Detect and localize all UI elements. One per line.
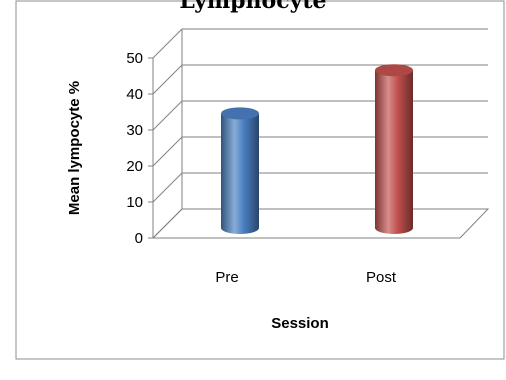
gridline-side: [152, 64, 183, 95]
y-tick-label: 20: [126, 158, 143, 175]
y-axis-label: Mean lympocyte %: [66, 81, 83, 215]
floor: [151, 208, 490, 239]
y-tick-label: 50: [126, 50, 143, 67]
gridline-side: [152, 28, 183, 59]
bar-pre: [221, 113, 259, 234]
bar-post: [375, 70, 413, 234]
x-axis-label: Session: [271, 315, 329, 332]
gridline-side: [152, 172, 183, 203]
y-tick-label: 40: [126, 86, 143, 103]
y-tick-label: 10: [126, 194, 143, 211]
y-tick-labels: 0 10 20 30 40 50: [126, 50, 143, 247]
bar-top-post: [375, 64, 413, 77]
bars: [221, 64, 413, 234]
chart-title: Lymphocyte: [179, 0, 326, 14]
chart-border: [15, 0, 505, 360]
bar-top-pre: [221, 107, 259, 120]
gridline-side: [152, 100, 183, 131]
category-label-pre: Pre: [215, 269, 238, 286]
y-tick-label: 30: [126, 122, 143, 139]
y-tick-label: 0: [135, 230, 143, 247]
category-label-post: Post: [366, 269, 397, 286]
gridline-side: [152, 136, 183, 167]
category-labels: Pre Post: [215, 269, 397, 286]
